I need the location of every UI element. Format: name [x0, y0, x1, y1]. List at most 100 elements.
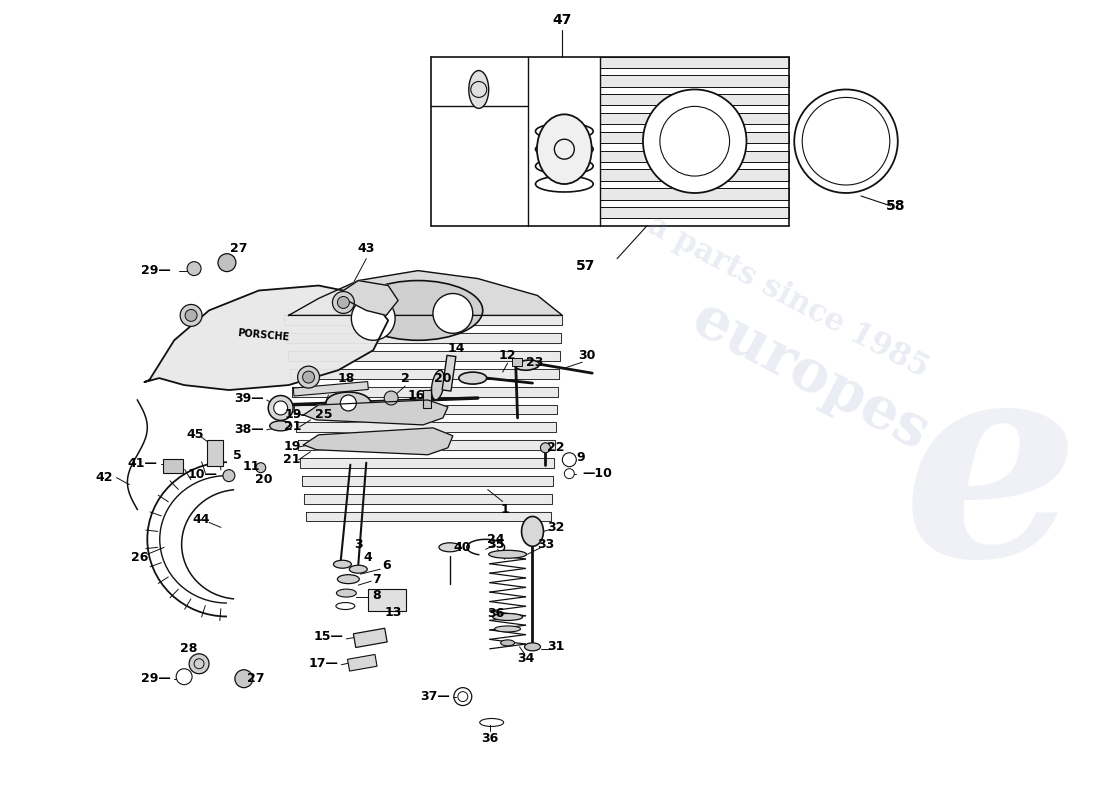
Text: 19: 19	[284, 440, 301, 454]
Circle shape	[235, 670, 253, 688]
Text: 9: 9	[576, 451, 584, 464]
Text: 14: 14	[447, 342, 464, 354]
Text: 38—: 38—	[234, 423, 264, 436]
Text: 13: 13	[385, 606, 402, 619]
Bar	[368, 589, 406, 611]
Circle shape	[332, 291, 354, 314]
Polygon shape	[284, 315, 562, 326]
Bar	[601, 113, 790, 124]
Text: 23: 23	[526, 356, 543, 369]
Text: 35: 35	[487, 538, 505, 551]
Ellipse shape	[537, 114, 592, 184]
Text: —10: —10	[582, 467, 612, 480]
Text: 47: 47	[552, 13, 572, 26]
Polygon shape	[298, 440, 556, 450]
Text: 25: 25	[315, 409, 332, 422]
Text: 36: 36	[481, 732, 498, 745]
Text: 29—: 29—	[142, 672, 172, 685]
Text: 12: 12	[499, 349, 516, 362]
Polygon shape	[304, 494, 552, 503]
Text: 6: 6	[382, 558, 390, 572]
Text: 22: 22	[547, 442, 564, 454]
Text: 37—: 37—	[420, 690, 450, 703]
Text: 16: 16	[407, 389, 425, 402]
Polygon shape	[292, 386, 559, 397]
Circle shape	[433, 294, 473, 334]
Bar	[424, 390, 431, 408]
Polygon shape	[299, 458, 554, 468]
Ellipse shape	[337, 589, 356, 597]
Text: 26: 26	[131, 550, 149, 564]
Polygon shape	[296, 422, 557, 432]
Text: 58: 58	[886, 199, 905, 213]
Ellipse shape	[431, 370, 444, 400]
Ellipse shape	[274, 401, 287, 415]
Text: 34: 34	[517, 652, 535, 666]
Text: 10—: 10—	[187, 468, 217, 481]
Polygon shape	[294, 405, 558, 414]
Circle shape	[644, 90, 747, 193]
Text: 19: 19	[285, 409, 303, 422]
Text: 20: 20	[434, 372, 452, 385]
Bar	[601, 94, 790, 106]
Text: 32: 32	[547, 521, 564, 534]
Circle shape	[340, 395, 356, 411]
Ellipse shape	[500, 640, 515, 646]
Polygon shape	[288, 270, 562, 315]
Text: 28: 28	[180, 642, 198, 655]
Text: 3: 3	[354, 538, 363, 551]
Circle shape	[256, 462, 266, 473]
Bar	[294, 382, 368, 396]
Text: 18: 18	[338, 372, 355, 385]
Ellipse shape	[525, 643, 540, 651]
Polygon shape	[304, 400, 448, 425]
Text: 17—: 17—	[308, 658, 339, 670]
Text: 41—: 41—	[128, 457, 157, 470]
Ellipse shape	[495, 626, 520, 632]
Text: 8: 8	[372, 589, 381, 602]
Text: 27: 27	[248, 672, 264, 685]
Bar	[601, 75, 790, 86]
Text: 11: 11	[242, 460, 260, 473]
Circle shape	[338, 297, 350, 309]
Circle shape	[564, 469, 574, 478]
Text: 7: 7	[372, 573, 381, 586]
Text: 21: 21	[284, 420, 301, 434]
Ellipse shape	[521, 517, 543, 546]
Bar	[353, 628, 387, 647]
Text: 2: 2	[400, 372, 409, 385]
Text: PORSCHE: PORSCHE	[238, 328, 290, 342]
Text: 24: 24	[487, 533, 505, 546]
Ellipse shape	[270, 421, 292, 431]
Polygon shape	[286, 334, 561, 343]
Bar	[601, 170, 790, 181]
Text: 42: 42	[96, 471, 113, 484]
Ellipse shape	[338, 574, 360, 584]
Bar	[442, 355, 455, 391]
Circle shape	[351, 297, 395, 340]
Text: 40: 40	[453, 541, 471, 554]
Circle shape	[189, 654, 209, 674]
Bar	[207, 440, 223, 466]
Circle shape	[562, 453, 576, 466]
Polygon shape	[301, 476, 553, 486]
Circle shape	[187, 262, 201, 275]
Circle shape	[384, 391, 398, 405]
Bar	[601, 150, 790, 162]
Polygon shape	[287, 351, 560, 361]
Circle shape	[180, 305, 202, 326]
Bar	[601, 188, 790, 199]
Text: 45: 45	[186, 428, 204, 442]
Circle shape	[185, 310, 197, 322]
Text: 43: 43	[358, 242, 375, 255]
Text: 20: 20	[255, 473, 273, 486]
Circle shape	[540, 442, 550, 453]
Bar	[601, 132, 790, 143]
Ellipse shape	[268, 395, 293, 421]
Text: 30: 30	[579, 349, 596, 362]
Bar	[348, 654, 377, 671]
Ellipse shape	[439, 543, 461, 552]
Text: 44: 44	[192, 513, 210, 526]
Polygon shape	[289, 369, 560, 378]
Circle shape	[223, 470, 235, 482]
